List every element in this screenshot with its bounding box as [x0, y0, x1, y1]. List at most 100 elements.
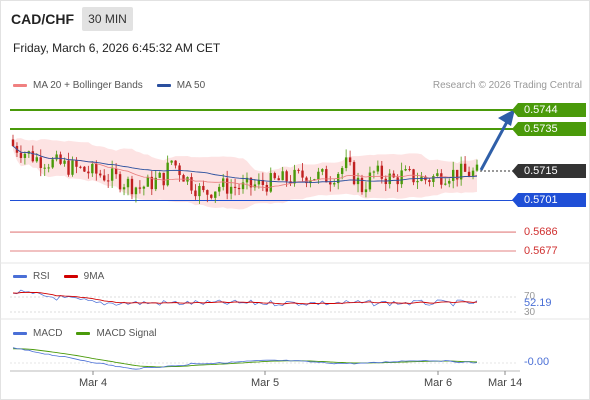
candle-body — [214, 191, 217, 198]
candle-body — [229, 186, 233, 194]
arrow-head — [498, 109, 515, 126]
candle-body — [51, 159, 54, 168]
candle-body — [329, 182, 332, 185]
candle-body — [146, 176, 150, 187]
macd-legend-label: MACD — [33, 328, 63, 339]
candle-body — [71, 160, 74, 175]
macd-legend: MACD MACD Signal — [13, 328, 156, 339]
candle-body — [452, 169, 455, 181]
candle-body — [325, 169, 328, 183]
level-label-r1: 0.5735 — [512, 122, 586, 136]
candle-body — [293, 169, 296, 184]
candle-body — [257, 179, 261, 185]
candle-body — [134, 187, 138, 195]
candle-body — [404, 169, 407, 171]
candle-body — [471, 170, 475, 177]
candle-body — [297, 169, 300, 171]
rsi-ma-legend-label: 9MA — [83, 271, 105, 282]
candle-body — [103, 175, 106, 181]
candle-body — [432, 176, 435, 183]
candle-body — [281, 171, 284, 181]
candle-body — [19, 152, 23, 158]
timeframe-button[interactable]: 30 MIN — [82, 7, 133, 31]
candle-body — [428, 180, 431, 183]
rsi-ma-swatch — [63, 275, 78, 278]
currency-pair-title: CAD/CHF — [11, 11, 74, 27]
macd-value: -0.00 — [524, 356, 550, 368]
candle-body — [67, 160, 70, 175]
candle-body — [194, 190, 197, 197]
rsi-legend: RSI 9MA — [13, 271, 104, 282]
rsi-value: 52.19 — [524, 297, 552, 309]
candle-body — [91, 163, 94, 174]
candle-body — [106, 180, 110, 182]
candle-body — [463, 163, 467, 172]
candle-body — [35, 157, 38, 162]
candle-body — [218, 186, 221, 192]
level-label-pivot: 0.5701 — [512, 193, 586, 207]
macd-swatch — [13, 332, 27, 335]
bollinger-fill — [13, 138, 477, 210]
candle-body — [364, 189, 368, 193]
candle-body — [408, 169, 411, 171]
candle-body — [83, 166, 86, 172]
macd-signal-swatch — [76, 332, 91, 335]
macd-line — [12, 347, 478, 370]
main-legend: MA 20 + Bollinger Bands MA 50 — [13, 80, 205, 91]
forecast-arrow — [479, 109, 515, 171]
candle-body — [206, 190, 209, 195]
candle-body — [360, 177, 364, 193]
candle-body — [475, 164, 479, 171]
candle-body — [245, 177, 249, 183]
candle-body — [55, 154, 58, 160]
candle-body — [87, 171, 90, 174]
macd-signal-legend-label: MACD Signal — [96, 328, 157, 339]
x-label-mar6: Mar 6 — [424, 377, 453, 389]
candle-body — [130, 178, 134, 195]
macd-signal-line — [13, 348, 478, 368]
candle-body — [158, 172, 161, 178]
bollinger-swatch — [13, 84, 27, 87]
rsi-line — [12, 289, 478, 307]
ma50-line — [12, 145, 478, 183]
candle-body — [11, 139, 15, 146]
rsi-lines — [10, 289, 516, 313]
candle-body — [309, 180, 312, 184]
candle-body — [170, 160, 173, 163]
candle-body — [59, 154, 62, 164]
candle-body — [43, 167, 46, 169]
candle-body — [376, 165, 380, 172]
candle-body — [225, 178, 229, 194]
candle-body — [273, 173, 276, 179]
candle-body — [210, 194, 213, 198]
candle-body — [340, 168, 344, 174]
candle-body — [198, 185, 201, 197]
candle-body — [39, 157, 42, 168]
candle-body — [321, 169, 324, 172]
candle-body — [249, 177, 253, 188]
candle-body — [459, 163, 463, 180]
rsi-ma-line — [12, 291, 478, 305]
x-label-mar4: Mar 4 — [79, 377, 108, 389]
ma50-swatch — [156, 84, 171, 87]
rsi-swatch — [13, 275, 27, 278]
candle-body — [253, 184, 257, 188]
candle-body — [269, 173, 272, 192]
candle-body — [436, 173, 439, 177]
candle-body — [166, 162, 169, 186]
rsi-tick-30: 30 — [524, 307, 536, 318]
candle-body — [202, 185, 205, 191]
candle-body — [221, 178, 225, 187]
ma50-legend-label: MA 50 — [176, 80, 206, 91]
research-credit: Research © 2026 Trading Central — [432, 80, 582, 91]
candle-body — [31, 151, 35, 162]
candle-body — [118, 174, 122, 190]
candle-body — [154, 177, 157, 190]
candle-body — [142, 186, 146, 189]
arrow-shaft — [479, 119, 510, 171]
candle-body — [23, 153, 27, 158]
candle-body — [372, 171, 376, 173]
candle-body — [261, 179, 265, 185]
candle-body — [344, 157, 348, 169]
